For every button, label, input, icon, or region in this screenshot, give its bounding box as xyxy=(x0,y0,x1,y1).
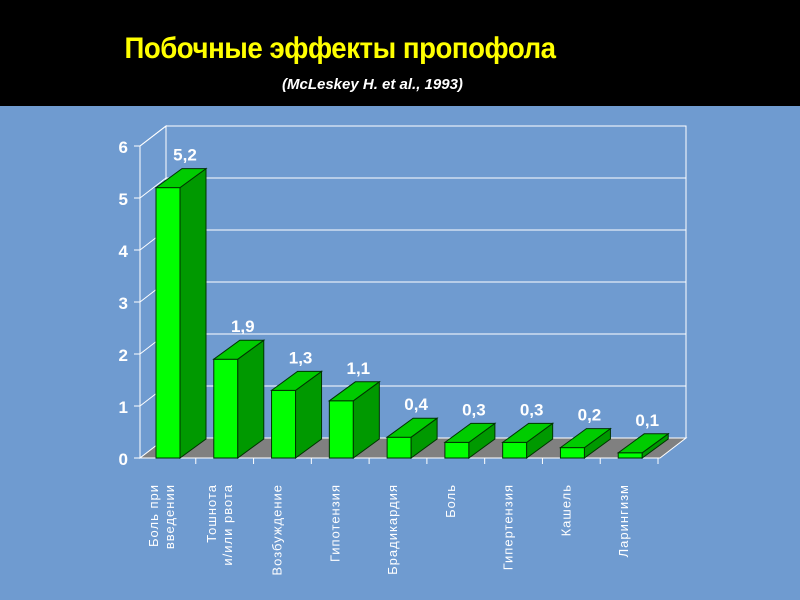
bar-top xyxy=(616,433,670,454)
x-tick-label: Боль xyxy=(443,484,458,518)
data-label: 0,3 xyxy=(462,400,486,419)
bar-front xyxy=(213,358,239,459)
y-tick-label: 4 xyxy=(119,242,129,261)
y-tick-label: 6 xyxy=(119,138,128,157)
bar-front xyxy=(444,441,470,459)
bar-front xyxy=(617,452,643,459)
bar-front xyxy=(502,441,528,459)
y-tick-label: 0 xyxy=(119,450,128,469)
bar-front xyxy=(559,447,585,459)
bar-top xyxy=(270,370,324,391)
data-label: 1,9 xyxy=(231,317,255,336)
bar-front xyxy=(328,400,354,459)
x-tick-label: Ларингизм xyxy=(616,484,631,557)
data-label: 1,3 xyxy=(289,348,313,367)
x-tick-label-line: Брадикардия xyxy=(385,484,400,575)
y-tick-label: 2 xyxy=(119,346,128,365)
bar-top xyxy=(443,422,497,443)
x-tick-label: Возбуждение xyxy=(270,484,285,576)
x-tick-label: Кашель xyxy=(558,484,573,536)
bar-top xyxy=(385,417,439,438)
x-tick-label-line: Возбуждение xyxy=(270,484,285,576)
data-label: 0,2 xyxy=(578,406,602,425)
y-tick-label: 5 xyxy=(119,190,128,209)
x-tick-label: Брадикардия xyxy=(385,484,400,575)
data-label: 0,4 xyxy=(404,395,428,414)
data-label: 1,1 xyxy=(347,359,371,378)
y-tick-label: 3 xyxy=(119,294,128,313)
x-tick-label-line: Тошнота xyxy=(204,484,219,543)
bar-top xyxy=(154,168,208,189)
bar-chart: 0 1 2 3 4 5 6 5,2 Боль привведении 1,9 Тошнотаи/ил… xyxy=(119,124,688,576)
bar-front xyxy=(386,436,412,459)
x-tick-label: Боль привведении xyxy=(146,484,177,549)
y-tick-label: 1 xyxy=(119,398,128,417)
data-label: 0,1 xyxy=(635,411,659,430)
bar-side xyxy=(179,167,207,459)
data-label: 5,2 xyxy=(173,146,197,165)
x-tick-label: Тошнотаи/или рвота xyxy=(204,484,235,566)
slide-title: Побочные эффекты пропофола xyxy=(124,32,556,65)
x-tick-label-line: введении xyxy=(162,484,177,549)
x-tick-label-line: Ларингизм xyxy=(616,484,631,557)
data-label: 0,3 xyxy=(520,400,544,419)
bar-top xyxy=(212,339,266,360)
x-tick-label-line: Гипертензия xyxy=(501,484,516,570)
x-tick-label-line: Боль при xyxy=(146,484,161,547)
bar-front xyxy=(271,389,297,459)
slide-subtitle: (McLeskey H. et al., 1993) xyxy=(282,76,463,93)
gridline-side xyxy=(139,125,167,147)
x-tick-label-line: Гипотензия xyxy=(327,484,342,562)
gridline-side xyxy=(139,177,167,199)
bar-side xyxy=(237,339,265,459)
bar-front xyxy=(155,187,181,459)
bar-top xyxy=(558,428,612,449)
x-tick-label-line: и/или рвота xyxy=(220,484,235,566)
slide-header: Побочные эффекты пропофола (McLeskey H. … xyxy=(0,0,800,106)
bar-top xyxy=(501,422,555,443)
x-tick-label-line: Боль xyxy=(443,484,458,518)
x-tick-label-line: Кашель xyxy=(558,484,573,536)
bar-top xyxy=(327,381,381,402)
x-tick-label: Гипертензия xyxy=(501,484,516,570)
x-tick-label: Гипотензия xyxy=(327,484,342,562)
